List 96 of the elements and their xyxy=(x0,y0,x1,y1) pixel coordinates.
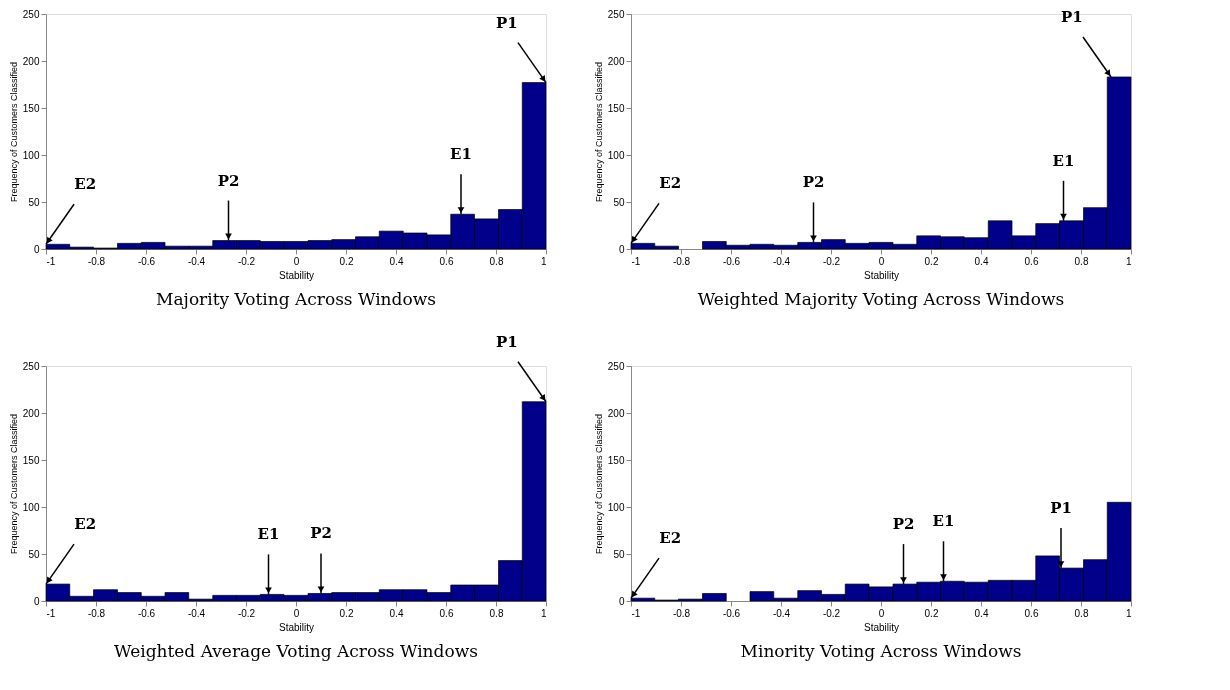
x-tick-label: 0.6 xyxy=(439,607,454,619)
x-tick-label: 0.8 xyxy=(1074,255,1089,267)
x-tick-label: 0.6 xyxy=(1024,255,1039,267)
x-tick-label: -1 xyxy=(631,607,641,619)
y-tick-label: 100 xyxy=(607,501,625,513)
x-tick-label: 0.6 xyxy=(1024,607,1039,619)
y-tick-label: 50 xyxy=(613,196,625,208)
x-tick-label: -0.4 xyxy=(772,255,791,267)
x-tick-label: 0.4 xyxy=(389,607,404,619)
y-tick-label: 0 xyxy=(33,243,40,255)
text: Weighted Average Voting Across Windows xyxy=(114,641,478,661)
y-tick-label: 200 xyxy=(607,407,625,419)
y-tick-label: 0 xyxy=(618,243,625,255)
x-tick-label: 0.4 xyxy=(974,255,989,267)
annotation: P1 xyxy=(495,332,518,351)
x-tick-label: -1 xyxy=(631,255,641,267)
annotation: E1 xyxy=(932,512,955,531)
y-tick-label: 0 xyxy=(33,595,40,607)
text: Majority Voting Across Windows xyxy=(156,289,436,309)
y-tick-label: 50 xyxy=(28,196,40,208)
annotation: P2 xyxy=(310,524,332,543)
x-tick-label: -0.6 xyxy=(137,255,156,267)
x-tick-label: -0.6 xyxy=(722,255,741,267)
x-tick-label: -1 xyxy=(46,607,56,619)
x-tick-label: -0.8 xyxy=(87,255,106,267)
annotation: P2 xyxy=(802,173,825,192)
y-axis-title: Frequency of Customers Classified xyxy=(8,413,19,555)
y-axis-title: Frequency of Customers Classified xyxy=(593,413,604,555)
y-tick-label: 100 xyxy=(22,501,40,513)
text: Weighted Majority Voting Across Windows xyxy=(697,289,1065,309)
x-tick-label: 0.2 xyxy=(339,607,354,619)
x-tick-label: 0.2 xyxy=(339,255,354,267)
annotation: P1 xyxy=(1060,7,1083,26)
y-axis-title: Frequency of Customers Classified xyxy=(593,61,604,203)
x-tick-label: -0.2 xyxy=(237,607,256,619)
x-tick-label: 0.2 xyxy=(924,607,939,619)
annotation: P2 xyxy=(892,515,915,534)
x-tick-label: 0.8 xyxy=(489,607,504,619)
x-tick-label: -0.6 xyxy=(137,607,156,619)
x-tick-label: 1 xyxy=(540,607,547,619)
annotation: P1 xyxy=(1050,499,1072,518)
text: Minority Voting Across Windows xyxy=(740,641,1022,661)
x-tick-label: 0.2 xyxy=(924,255,939,267)
x-tick-label: -0.2 xyxy=(822,607,841,619)
y-tick-label: 150 xyxy=(607,454,625,466)
x-tick-label: -0.6 xyxy=(722,607,741,619)
x-tick-label: -0.2 xyxy=(237,255,256,267)
y-tick-label: 200 xyxy=(22,55,40,67)
y-tick-label: 150 xyxy=(607,102,625,114)
x-tick-label: -0.8 xyxy=(672,607,691,619)
x-tick-label: -0.2 xyxy=(822,255,841,267)
annotation: P1 xyxy=(495,13,518,32)
y-tick-label: 250 xyxy=(607,8,625,20)
y-tick-label: 250 xyxy=(22,8,40,20)
x-axis-title: Stability xyxy=(278,621,315,633)
x-tick-label: 0 xyxy=(878,607,885,619)
y-tick-label: 0 xyxy=(618,595,625,607)
y-tick-label: 50 xyxy=(613,548,625,560)
y-tick-label: 250 xyxy=(22,360,40,372)
y-tick-label: 150 xyxy=(22,454,40,466)
annotation: E1 xyxy=(450,145,472,164)
x-tick-label: -1 xyxy=(46,255,56,267)
x-axis-title: Stability xyxy=(863,269,900,281)
x-tick-label: 1 xyxy=(1125,607,1132,619)
x-tick-label: -0.8 xyxy=(672,255,691,267)
annotation: E1 xyxy=(257,525,280,544)
x-tick-label: -0.4 xyxy=(772,607,791,619)
annotation: E2 xyxy=(659,174,682,193)
y-tick-label: 200 xyxy=(22,407,40,419)
x-axis-title: Stability xyxy=(863,621,900,633)
x-tick-label: -0.4 xyxy=(187,255,206,267)
y-tick-label: 100 xyxy=(607,149,625,161)
annotation: E2 xyxy=(74,515,97,534)
x-tick-label: 0.6 xyxy=(439,255,454,267)
x-tick-label: 0 xyxy=(878,255,885,267)
annotation: E2 xyxy=(659,529,682,548)
x-tick-label: 1 xyxy=(1125,255,1132,267)
x-tick-label: -0.8 xyxy=(87,607,106,619)
x-tick-label: -0.4 xyxy=(187,607,206,619)
y-tick-label: 50 xyxy=(28,548,40,560)
x-tick-label: 0.8 xyxy=(489,255,504,267)
x-tick-label: 0 xyxy=(293,607,300,619)
y-tick-label: 250 xyxy=(607,360,625,372)
x-tick-label: 1 xyxy=(540,255,547,267)
annotation: E2 xyxy=(74,175,97,194)
y-tick-label: 150 xyxy=(22,102,40,114)
y-tick-label: 100 xyxy=(22,149,40,161)
x-axis-title: Stability xyxy=(278,269,315,281)
x-tick-label: 0.4 xyxy=(389,255,404,267)
x-tick-label: 0.4 xyxy=(974,607,989,619)
y-tick-label: 200 xyxy=(607,55,625,67)
annotation: E1 xyxy=(1052,151,1075,170)
x-tick-label: 0.8 xyxy=(1074,607,1089,619)
x-tick-label: 0 xyxy=(293,255,300,267)
y-axis-title: Frequency of Customers Classified xyxy=(8,61,19,203)
annotation: P2 xyxy=(217,171,240,190)
